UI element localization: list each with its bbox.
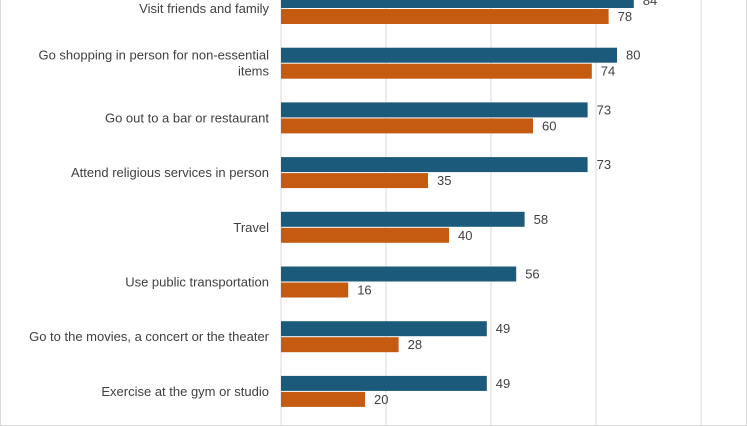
data-label: 73 xyxy=(597,102,611,117)
category-label: items xyxy=(238,64,270,79)
bar-series-2 xyxy=(281,9,609,24)
category-label: Go out to a bar or restaurant xyxy=(105,110,269,125)
data-label: 80 xyxy=(626,48,640,63)
category-label: Exercise at the gym or studio xyxy=(101,384,269,399)
bar-group: Use public transportation 56 16 xyxy=(125,266,540,298)
bar-series-2 xyxy=(281,227,449,243)
bar-series-1 xyxy=(281,47,617,63)
data-label: 49 xyxy=(496,376,510,391)
bar-group: Go to the movies, a concert or the theat… xyxy=(29,321,510,353)
bar-series-1 xyxy=(281,266,517,282)
bar-group: Exercise at the gym or studio 49 20 xyxy=(101,375,510,407)
bar-series-2 xyxy=(281,337,399,353)
data-label: 60 xyxy=(542,118,556,133)
category-label: Visit friends and family xyxy=(139,1,269,16)
data-label: 40 xyxy=(458,228,472,243)
data-label: 58 xyxy=(534,212,548,227)
data-label: 84 xyxy=(643,0,657,8)
category-label: Attend religious services in person xyxy=(71,165,269,180)
category-label: Go shopping in person for non-essential xyxy=(38,48,269,63)
data-label: 16 xyxy=(357,283,371,298)
bar-series-2 xyxy=(281,282,349,298)
category-label: Use public transportation xyxy=(125,275,269,290)
data-label: 74 xyxy=(601,64,615,79)
data-label: 28 xyxy=(408,337,422,352)
bar-group: Go out to a bar or restaurant 73 60 xyxy=(105,102,611,134)
bar-series-1 xyxy=(281,102,588,118)
bar-series-2 xyxy=(281,118,533,134)
bar-series-1 xyxy=(281,0,634,8)
data-label: 78 xyxy=(618,9,632,24)
data-label: 73 xyxy=(597,157,611,172)
bar-group: Visit friends and family 84 78 xyxy=(139,0,657,24)
bar-series-2 xyxy=(281,63,592,79)
data-label: 35 xyxy=(437,173,451,188)
data-label: 56 xyxy=(525,267,539,282)
category-label: Go to the movies, a concert or the theat… xyxy=(29,329,270,344)
category-label: Travel xyxy=(233,220,269,235)
data-label: 49 xyxy=(496,321,510,336)
data-label: 20 xyxy=(374,392,388,407)
bar-series-1 xyxy=(281,375,487,391)
bar-series-2 xyxy=(281,391,365,407)
bar-series-1 xyxy=(281,157,588,173)
bar-series-1 xyxy=(281,321,487,337)
bar-group: Go shopping in person for non-essentiali… xyxy=(38,47,640,79)
bar-series-2 xyxy=(281,173,428,189)
bar-group: Travel 58 40 xyxy=(233,211,548,243)
bar-series-1 xyxy=(281,211,525,227)
bar-group: Attend religious services in person 73 35 xyxy=(71,157,611,189)
